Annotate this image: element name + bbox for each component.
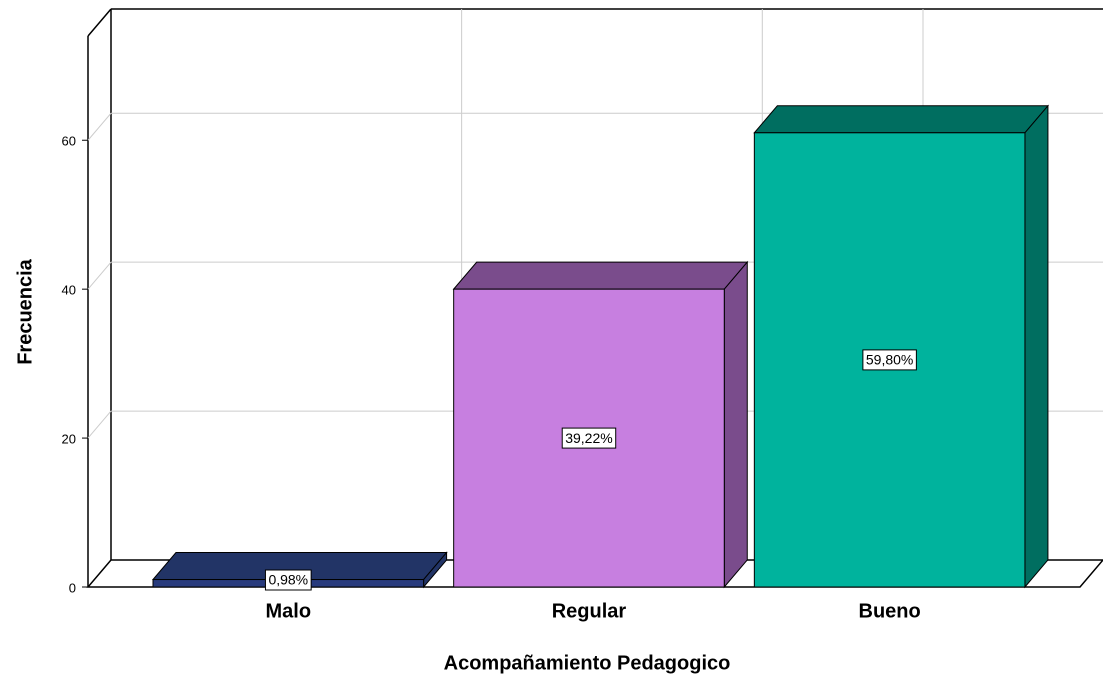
y-tick-label: 40 [62,283,76,298]
bar-group [452,260,749,589]
x-tick-label: Malo [266,600,312,622]
grid-line [87,261,112,290]
y-tick-label: 20 [62,432,76,447]
grid-line [87,112,112,141]
x-axis-title: Acompañamiento Pedagogico [444,652,731,674]
percent-label: 59,80% [866,352,913,368]
y-tick-label: 0 [69,580,76,595]
y-axis-title: Frecuencia [14,258,36,364]
bar-top [452,261,749,290]
bar-side [723,260,748,589]
grid-line [87,410,112,439]
y-tick-label: 60 [62,134,76,149]
percent-label-box [561,427,617,449]
percent-label-box [264,569,312,591]
left-wall-top [87,8,112,37]
x-tick-label: Bueno [859,600,921,622]
percent-label: 39,22% [565,430,612,446]
bar-side [1024,104,1049,589]
bar-top [753,105,1050,134]
bar-group [753,104,1050,589]
percent-label: 0,98% [268,572,308,588]
percent-label-box [862,349,917,371]
x-tick-label: Regular [552,600,627,622]
